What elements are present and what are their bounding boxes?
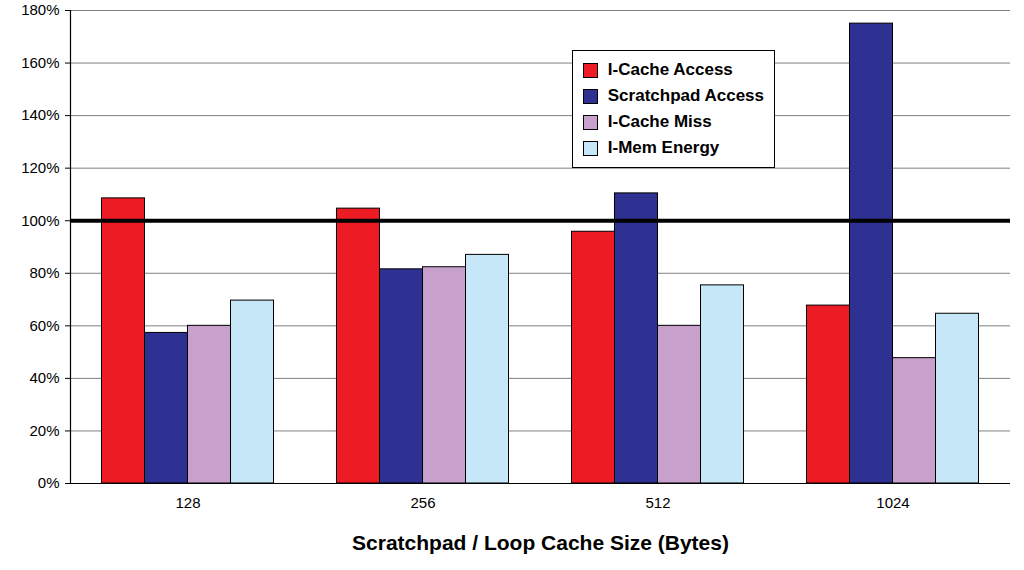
svg-text:60%: 60% <box>29 317 59 334</box>
svg-text:20%: 20% <box>29 422 59 439</box>
html-text:I-Mem Energy: I-Mem Energy <box>607 138 720 157</box>
svg-text:512: 512 <box>645 494 670 511</box>
svg-text:Scratchpad / Loop Cache Size (: Scratchpad / Loop Cache Size (Bytes) <box>352 531 729 554</box>
svg-text:140%: 140% <box>21 106 59 123</box>
html-text:I-Cache Access: I-Cache Access <box>607 60 733 79</box>
svg-text:120%: 120% <box>21 159 59 176</box>
svg-text:0%: 0% <box>38 474 60 491</box>
svg-text:1024: 1024 <box>876 494 909 511</box>
svg-text:256: 256 <box>410 494 435 511</box>
svg-text:160%: 160% <box>21 54 59 71</box>
svg-text:128: 128 <box>175 494 200 511</box>
html-text:Scratchpad Access: Scratchpad Access <box>607 86 764 105</box>
html-text:I-Cache Miss: I-Cache Miss <box>607 112 712 131</box>
svg-text:100%: 100% <box>21 212 59 229</box>
svg-text:180%: 180% <box>21 1 59 18</box>
svg-text:80%: 80% <box>29 264 59 281</box>
svg-text:40%: 40% <box>29 369 59 386</box>
